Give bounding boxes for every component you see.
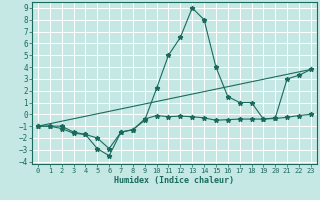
X-axis label: Humidex (Indice chaleur): Humidex (Indice chaleur) [115,176,234,185]
